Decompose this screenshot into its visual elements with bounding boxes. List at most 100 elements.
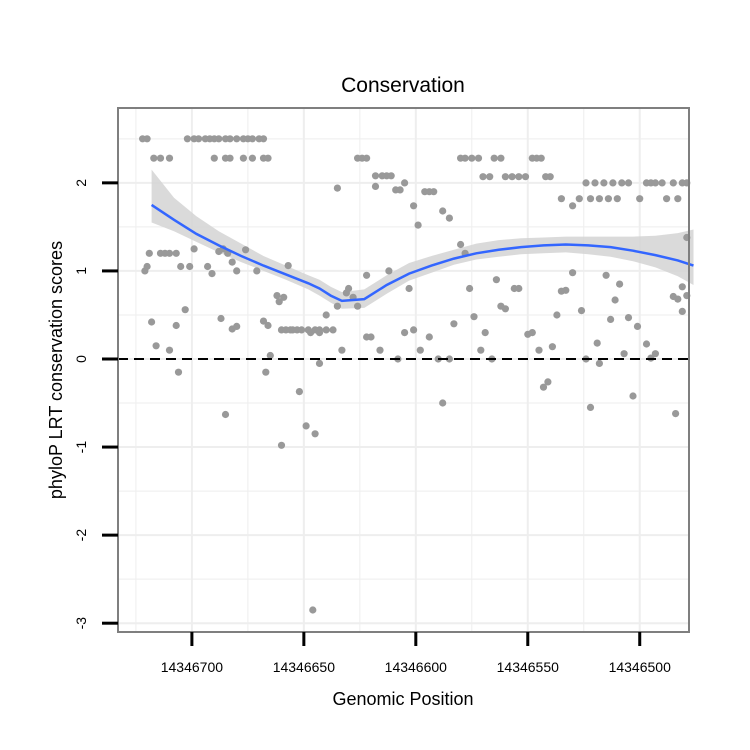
data-point (416, 346, 424, 354)
data-point (586, 195, 595, 203)
data-point (613, 195, 621, 203)
x-tick-label: 14346550 (497, 659, 560, 675)
data-point (221, 410, 230, 419)
data-point (248, 135, 256, 143)
data-point (338, 346, 346, 354)
data-point (537, 154, 545, 162)
data-point (629, 392, 637, 400)
data-point (508, 173, 516, 181)
data-point (553, 311, 561, 319)
data-point (600, 179, 608, 187)
data-point (367, 333, 375, 341)
data-point (165, 154, 174, 162)
data-point (497, 154, 505, 162)
data-point (259, 317, 268, 325)
data-point (609, 179, 617, 187)
data-point (410, 202, 418, 210)
data-point (539, 383, 548, 391)
data-point (259, 135, 268, 143)
data-point (156, 154, 165, 162)
data-point (450, 320, 458, 328)
data-point (215, 135, 223, 143)
data-point (401, 179, 409, 187)
data-point (273, 292, 281, 300)
data-point (607, 315, 615, 323)
data-point (143, 135, 151, 143)
data-point (490, 154, 498, 162)
data-point (172, 249, 180, 257)
loess-smooth-line (150, 203, 694, 303)
chart-title: Conservation (341, 74, 465, 97)
data-point (311, 430, 319, 438)
data-point (322, 326, 330, 334)
data-point (501, 173, 509, 181)
data-point (595, 359, 604, 367)
grid (118, 108, 689, 632)
data-point (546, 173, 554, 181)
y-tick-label: -1 (73, 441, 89, 454)
x-axis: 14346700 14346650 14346600 14346550 14346500 (161, 632, 671, 675)
data-point (333, 184, 341, 192)
data-point (396, 186, 404, 194)
plot-frame (117, 107, 690, 633)
data-point (439, 207, 447, 215)
data-point (262, 368, 270, 376)
data-point (248, 154, 256, 162)
data-point (591, 179, 599, 187)
data-point (595, 195, 604, 203)
data-point (371, 182, 380, 190)
data-point (569, 269, 577, 277)
data-point (309, 606, 317, 614)
data-point (295, 388, 303, 396)
data-point (474, 154, 483, 162)
data-point (148, 318, 156, 326)
data-point (616, 280, 624, 288)
data-point (611, 296, 619, 304)
data-point (678, 283, 686, 291)
data-point (466, 284, 474, 293)
data-point (479, 173, 487, 181)
y-axis: -3 -2 -1 0 1 2 (73, 179, 118, 629)
data-point (405, 284, 413, 293)
data-point (172, 321, 180, 330)
data-point (152, 342, 160, 350)
data-point (190, 245, 198, 253)
data-point (242, 246, 250, 254)
data-point (430, 188, 438, 196)
data-point (642, 340, 651, 348)
data-point (410, 326, 418, 334)
data-point (385, 267, 393, 275)
data-point (624, 314, 633, 322)
data-point (253, 267, 261, 275)
data-point (322, 311, 330, 319)
data-point (239, 154, 247, 162)
data-point (414, 221, 422, 229)
data-point (387, 172, 395, 180)
data-point (181, 306, 189, 314)
data-point (461, 154, 469, 162)
data-point (445, 355, 453, 363)
data-point (481, 329, 489, 337)
y-tick-label: 2 (73, 179, 89, 187)
data-point (582, 179, 590, 187)
data-point (174, 368, 183, 376)
data-point (501, 305, 509, 313)
data-point (204, 262, 212, 271)
data-point (486, 173, 494, 181)
data-point (315, 359, 324, 367)
data-point (284, 262, 292, 270)
data-points (139, 135, 691, 614)
data-point (658, 179, 666, 187)
data-point (226, 135, 234, 143)
data-point (280, 293, 288, 301)
data-point (569, 202, 577, 210)
data-point (672, 410, 680, 418)
data-point (624, 179, 633, 187)
data-point (515, 284, 523, 293)
data-point (468, 154, 476, 162)
data-point (186, 262, 194, 271)
y-tick-label: 1 (73, 267, 89, 275)
data-point (329, 326, 337, 334)
data-point (604, 195, 613, 203)
